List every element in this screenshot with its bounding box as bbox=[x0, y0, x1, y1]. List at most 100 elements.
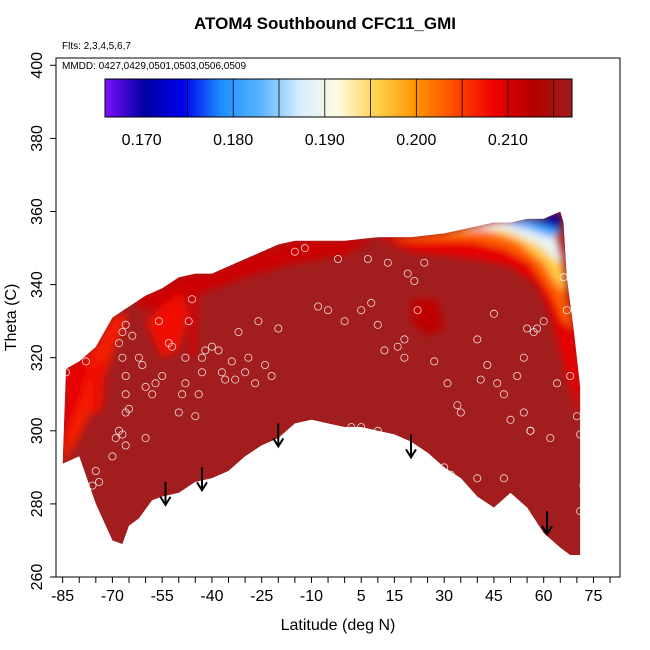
observation-point bbox=[413, 306, 422, 315]
observation-point bbox=[373, 426, 382, 435]
observation-point bbox=[134, 353, 143, 362]
arrow-0-head bbox=[159, 496, 172, 507]
arrow-1-head bbox=[196, 481, 208, 493]
y-tick-label: 360 bbox=[29, 198, 46, 225]
observation-point bbox=[121, 441, 130, 450]
observation-point bbox=[373, 320, 382, 329]
observation-point bbox=[91, 466, 100, 475]
observation-point bbox=[194, 390, 203, 399]
observation-point bbox=[254, 317, 263, 326]
observation-point bbox=[197, 368, 206, 377]
field-feature-3 bbox=[377, 218, 581, 417]
observation-point bbox=[148, 390, 157, 399]
observation-point bbox=[400, 335, 409, 344]
profile-arrows bbox=[159, 423, 553, 537]
observation-point bbox=[314, 302, 323, 311]
axes: -85 -70 -55 -40 -25 -10 5 15 30 45 60 75 260 280 300 32… bbox=[29, 52, 611, 605]
arrow-4-head bbox=[541, 525, 553, 537]
observation-point bbox=[267, 371, 276, 380]
observation-point bbox=[118, 430, 127, 439]
observation-point bbox=[576, 430, 585, 439]
x-tick-label: 5 bbox=[357, 588, 366, 605]
arrow-2-head bbox=[272, 437, 285, 449]
observation-point bbox=[357, 306, 366, 315]
colorbar: 0.170 0.180 0.190 0.200 0.210 bbox=[104, 78, 573, 149]
observation-point bbox=[221, 375, 230, 384]
observation-point bbox=[217, 368, 226, 377]
x-axis-label: Latitude (deg N) bbox=[281, 617, 396, 634]
field-feature-2 bbox=[138, 237, 378, 311]
field-feature-11 bbox=[89, 357, 106, 417]
observation-point bbox=[562, 306, 571, 315]
observation-point bbox=[300, 244, 309, 253]
observation-point bbox=[191, 412, 200, 421]
observation-point bbox=[181, 353, 190, 362]
y-tick-label: 280 bbox=[29, 490, 46, 517]
colorbar-frame bbox=[104, 78, 573, 118]
y-tick-label: 400 bbox=[29, 52, 46, 79]
observation-point bbox=[168, 342, 177, 351]
observation-point bbox=[121, 320, 130, 329]
y-tick-label: 260 bbox=[29, 564, 46, 591]
field-feature-8 bbox=[527, 211, 561, 230]
observation-point bbox=[115, 339, 124, 348]
observation-point bbox=[533, 324, 542, 333]
observation-point bbox=[483, 360, 492, 369]
observation-point bbox=[576, 507, 585, 516]
field-feature-12 bbox=[411, 299, 445, 336]
observation-point bbox=[380, 346, 389, 355]
dates-annotation: MMDD: 0427,0429,0501,0503,0506,0509 bbox=[62, 61, 247, 72]
observation-point bbox=[111, 434, 120, 443]
x-tick-label: -55 bbox=[151, 588, 174, 605]
observation-point bbox=[184, 317, 193, 326]
x-tick-label: 75 bbox=[585, 588, 603, 605]
observation-point bbox=[473, 335, 482, 344]
observation-point bbox=[566, 371, 575, 380]
observation-point bbox=[260, 360, 269, 369]
colorbar-tick-label: 0.170 bbox=[122, 132, 162, 149]
arrow-3-head bbox=[405, 448, 417, 460]
observation-point bbox=[410, 276, 419, 285]
observation-point bbox=[251, 379, 260, 388]
observation-point bbox=[553, 379, 562, 388]
y-tick-label: 340 bbox=[29, 271, 46, 298]
observation-point bbox=[141, 434, 150, 443]
observation-point bbox=[121, 390, 130, 399]
field-features bbox=[62, 211, 581, 464]
observation-point bbox=[141, 382, 150, 391]
x-tick-label: -40 bbox=[200, 588, 223, 605]
observation-point bbox=[579, 481, 588, 490]
observation-point bbox=[539, 317, 548, 326]
observation-point bbox=[499, 390, 508, 399]
observation-point bbox=[523, 324, 532, 333]
field-feature-9 bbox=[145, 291, 189, 358]
observation-point bbox=[118, 328, 127, 337]
y-tick-label: 320 bbox=[29, 344, 46, 371]
observation-point bbox=[357, 423, 366, 432]
x-tick-label: -10 bbox=[300, 588, 323, 605]
observation-point bbox=[244, 353, 253, 362]
observation-point bbox=[499, 474, 508, 483]
observation-point bbox=[519, 408, 528, 417]
observation-point bbox=[367, 298, 376, 307]
observation-point bbox=[241, 368, 250, 377]
observation-point bbox=[174, 408, 183, 417]
observation-point bbox=[519, 353, 528, 362]
flights-annotation: Flts: 2,3,4,5,6,7 bbox=[62, 41, 131, 52]
observation-point bbox=[138, 360, 147, 369]
observation-point bbox=[476, 375, 485, 384]
observation-point bbox=[420, 258, 429, 267]
observation-point bbox=[151, 379, 160, 388]
x-tick-label: -70 bbox=[101, 588, 124, 605]
colorbar-tick-label: 0.180 bbox=[213, 132, 253, 149]
observation-point bbox=[227, 357, 236, 366]
observation-point bbox=[121, 371, 130, 380]
observation-point bbox=[506, 415, 515, 424]
observation-point bbox=[513, 371, 522, 380]
observation-point bbox=[572, 412, 581, 421]
observation-point bbox=[330, 426, 339, 435]
observation-point bbox=[234, 328, 243, 337]
observation-point bbox=[201, 346, 210, 355]
field-clip-group bbox=[62, 211, 581, 556]
